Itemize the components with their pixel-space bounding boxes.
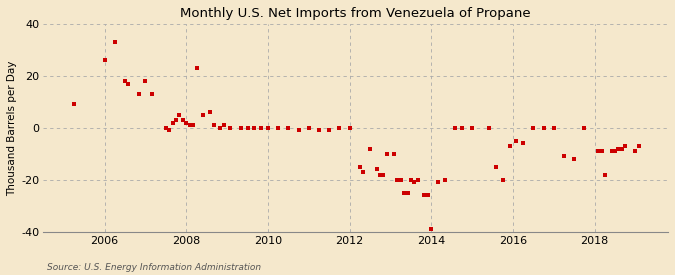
Point	[528, 126, 539, 130]
Point	[140, 79, 151, 83]
Point	[613, 147, 624, 151]
Point	[406, 178, 416, 182]
Title: Monthly U.S. Net Imports from Venezuela of Propane: Monthly U.S. Net Imports from Venezuela …	[180, 7, 531, 20]
Point	[450, 126, 460, 130]
Point	[382, 152, 393, 156]
Point	[167, 120, 178, 125]
Point	[466, 126, 477, 130]
Point	[610, 149, 620, 153]
Point	[219, 123, 230, 128]
Point	[161, 126, 171, 130]
Point	[123, 81, 134, 86]
Point	[616, 147, 627, 151]
Point	[378, 172, 389, 177]
Point	[133, 92, 144, 96]
Point	[548, 126, 559, 130]
Point	[596, 149, 607, 153]
Point	[398, 191, 409, 195]
Point	[388, 152, 399, 156]
Point	[375, 172, 385, 177]
Point	[293, 128, 304, 133]
Text: Source: U.S. Energy Information Administration: Source: U.S. Energy Information Administ…	[47, 263, 261, 271]
Point	[354, 165, 365, 169]
Point	[558, 154, 569, 159]
Point	[484, 126, 495, 130]
Point	[569, 157, 580, 161]
Point	[314, 128, 325, 133]
Point	[511, 139, 522, 143]
Point	[630, 149, 641, 153]
Point	[174, 113, 185, 117]
Point	[99, 58, 110, 62]
Point	[69, 102, 80, 107]
Point	[579, 126, 590, 130]
Point	[364, 147, 375, 151]
Point	[620, 144, 630, 148]
Point	[606, 149, 617, 153]
Y-axis label: Thousand Barrels per Day: Thousand Barrels per Day	[7, 60, 17, 196]
Point	[599, 172, 610, 177]
Point	[324, 128, 335, 133]
Point	[188, 123, 198, 128]
Point	[358, 170, 369, 174]
Point	[273, 126, 284, 130]
Point	[198, 113, 209, 117]
Point	[593, 149, 603, 153]
Point	[497, 178, 508, 182]
Point	[109, 40, 120, 44]
Point	[147, 92, 158, 96]
Point	[433, 180, 443, 185]
Point	[184, 123, 195, 128]
Point	[334, 126, 345, 130]
Point	[402, 191, 413, 195]
Point	[419, 193, 430, 198]
Point	[235, 126, 246, 130]
Point	[164, 128, 175, 133]
Point	[423, 193, 433, 198]
Point	[256, 126, 267, 130]
Point	[205, 110, 215, 114]
Point	[490, 165, 501, 169]
Point	[538, 126, 549, 130]
Point	[344, 126, 355, 130]
Point	[504, 144, 515, 148]
Point	[263, 126, 273, 130]
Point	[412, 178, 423, 182]
Point	[439, 178, 450, 182]
Point	[191, 66, 202, 70]
Point	[225, 126, 236, 130]
Point	[456, 126, 467, 130]
Point	[371, 167, 382, 172]
Point	[303, 126, 314, 130]
Point	[283, 126, 294, 130]
Point	[119, 79, 130, 83]
Point	[242, 126, 253, 130]
Point	[518, 141, 529, 146]
Point	[426, 227, 437, 232]
Point	[633, 144, 644, 148]
Point	[178, 118, 188, 122]
Point	[171, 118, 182, 122]
Point	[249, 126, 260, 130]
Point	[209, 123, 219, 128]
Point	[408, 180, 419, 185]
Point	[215, 126, 225, 130]
Point	[392, 178, 403, 182]
Point	[181, 120, 192, 125]
Point	[396, 178, 406, 182]
